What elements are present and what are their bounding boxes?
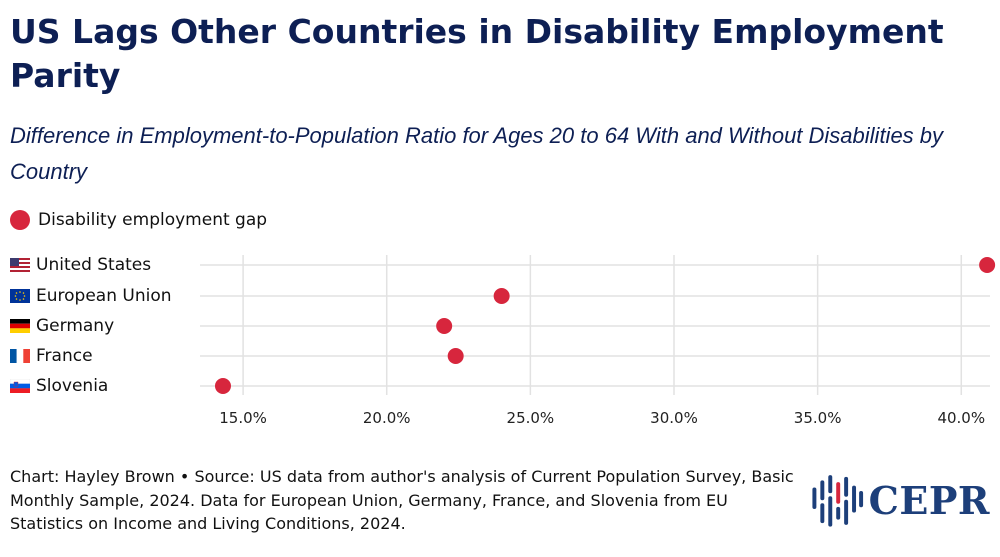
- chart-plot: 15.0% 20.0% 25.0% 30.0% 35.0% 40.0%: [200, 255, 996, 427]
- legend-dot-icon: [10, 210, 30, 230]
- data-point-european-union: [493, 288, 510, 304]
- category-text: Slovenia: [36, 376, 109, 396]
- germany-flag-icon: [10, 319, 30, 333]
- data-point-united-states: [979, 257, 996, 273]
- category-text: Germany: [36, 316, 115, 336]
- cepr-logo-icon: [812, 475, 864, 527]
- x-tick-label: 30.0%: [650, 409, 698, 427]
- category-label-us: United States: [10, 253, 151, 277]
- x-tick-label: 40.0%: [937, 409, 985, 427]
- data-point-france: [447, 348, 464, 364]
- cepr-logo: CEPR: [810, 468, 990, 532]
- footer-source-text: Source: US data from author's analysis o…: [10, 467, 794, 533]
- legend: Disability employment gap: [10, 206, 267, 234]
- eu-flag-icon: [10, 289, 30, 303]
- footer-credit: Chart: Hayley Brown: [10, 467, 175, 486]
- data-point-slovenia: [214, 378, 231, 394]
- chart-title: US Lags Other Countries in Disability Em…: [10, 12, 944, 95]
- footer-separator: •: [179, 467, 190, 486]
- x-tick-label: 20.0%: [363, 409, 411, 427]
- footer-source: Chart: Hayley Brown • Source: US data fr…: [10, 465, 800, 536]
- us-flag-icon: [10, 258, 30, 272]
- data-point-germany: [436, 318, 453, 334]
- x-tick-label: 35.0%: [794, 409, 842, 427]
- category-text: United States: [36, 255, 152, 275]
- category-label-slovenia: Slovenia: [10, 374, 108, 398]
- category-label-eu: European Union: [10, 284, 172, 308]
- x-tick-label: 15.0%: [219, 409, 267, 427]
- legend-label: Disability employment gap: [38, 210, 268, 230]
- category-text: European Union: [36, 286, 172, 306]
- category-label-france: France: [10, 344, 93, 368]
- chart-subtitle: Difference in Employment-to-Population R…: [10, 123, 944, 184]
- category-label-germany: Germany: [10, 314, 114, 338]
- x-tick-label: 25.0%: [507, 409, 555, 427]
- slovenia-flag-icon: [10, 379, 30, 393]
- france-flag-icon: [10, 349, 30, 363]
- cepr-logo-text: CEPR: [868, 477, 990, 523]
- category-text: France: [36, 346, 93, 366]
